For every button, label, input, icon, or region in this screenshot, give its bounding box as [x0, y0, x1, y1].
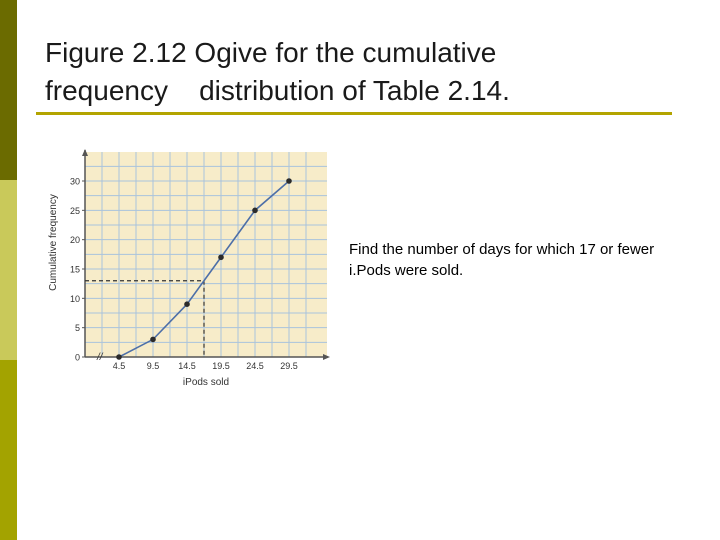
y-tick-label: 0 — [75, 353, 80, 363]
y-tick-label: 25 — [70, 206, 80, 216]
x-tick-label: 19.5 — [212, 361, 230, 371]
reference-lines — [85, 280, 205, 357]
x-tick-labels: 4.5 9.5 14.5 19.5 24.5 29.5 — [113, 361, 298, 371]
question-text: Find the number of days for which 17 or … — [349, 241, 655, 279]
y-axis-label: Cumulative frequency — [48, 194, 59, 291]
data-points — [116, 178, 292, 360]
y-tick-label: 10 — [70, 294, 80, 304]
axis-break-mark: // — [96, 352, 104, 363]
title-underline — [36, 112, 672, 115]
data-point — [218, 254, 224, 261]
x-tick-label: 14.5 — [178, 361, 196, 371]
x-axis-label: iPods sold — [183, 377, 229, 388]
data-point — [116, 354, 122, 360]
ogive-chart: 0 5 10 15 20 25 30 4.5 9.5 14.5 19.5 24.5 29.5 // i… — [48, 149, 330, 388]
x-tick-label: 24.5 — [246, 361, 264, 371]
sidebar-segment-mid — [0, 360, 17, 540]
data-point — [286, 178, 292, 184]
sidebar-segment-dark — [0, 0, 17, 180]
x-tick-label: 9.5 — [147, 361, 160, 371]
y-tick-label: 5 — [75, 323, 80, 333]
sidebar-segment-light — [0, 180, 17, 360]
data-point — [252, 207, 258, 214]
y-tick-label: 30 — [70, 177, 80, 187]
x-axis-arrow — [323, 354, 330, 360]
data-point — [150, 336, 156, 343]
axes — [82, 149, 330, 360]
series-line — [118, 180, 290, 358]
x-tick-label: 4.5 — [113, 361, 126, 371]
y-axis-arrow — [82, 149, 88, 156]
ogive-line — [118, 180, 290, 358]
sidebar-stripe — [0, 0, 17, 540]
y-tick-labels: 0 5 10 15 20 25 30 — [70, 177, 85, 363]
slide-title: Figure 2.12 Ogive for the cumulative fre… — [45, 37, 510, 106]
y-tick-label: 20 — [70, 235, 80, 245]
plot-area — [85, 152, 327, 357]
data-point — [184, 301, 190, 307]
x-tick-label: 29.5 — [280, 361, 298, 371]
y-tick-label: 15 — [70, 265, 80, 275]
